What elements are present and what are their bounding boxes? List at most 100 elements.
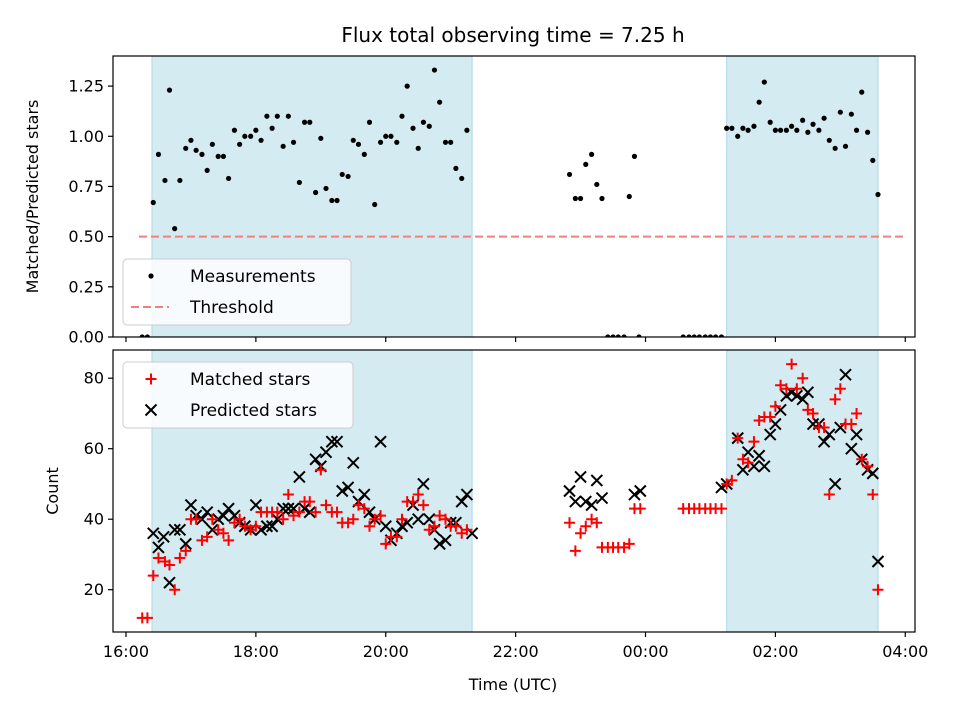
measurement-point — [162, 177, 168, 184]
matched-star-point — [623, 538, 635, 550]
matched-star-point — [315, 464, 327, 476]
measurement-point — [290, 139, 297, 145]
measurement-point — [756, 99, 762, 105]
bottom-panel: 20 40 60 80 16:00 18:00 20:00 22:00 00:00 02:00 04… — [43, 349, 928, 661]
measurement-point — [805, 129, 811, 135]
bottom-y-tick-label: 20 — [84, 580, 104, 599]
matched-star-point — [726, 474, 738, 486]
top-legend: Measurements Threshold — [122, 258, 352, 326]
matched-star-point — [732, 432, 744, 444]
predicted-star-point — [168, 523, 181, 536]
measurement-point — [377, 139, 384, 145]
measurement-point — [599, 195, 605, 202]
matched-star-point — [564, 517, 576, 529]
matched-star-point — [141, 612, 153, 624]
measurement-point — [842, 143, 849, 149]
measurement-point — [772, 127, 778, 133]
measurement-point — [301, 119, 308, 125]
matched-star-point — [867, 489, 879, 501]
matched-star-point — [791, 383, 803, 395]
matched-star-point — [823, 489, 835, 501]
matched-star-point — [152, 552, 164, 564]
matched-star-point — [369, 513, 381, 525]
top-shaded-interval-2 — [726, 55, 879, 338]
measurement-point — [615, 334, 621, 337]
matched-star-point — [169, 584, 181, 596]
measurement-point — [264, 113, 270, 119]
matched-star-point — [282, 489, 294, 501]
predicted-star-point — [271, 512, 284, 526]
predicted-star-point — [741, 446, 755, 459]
measurement-point — [605, 334, 611, 337]
x-tick-label: 02:00 — [752, 642, 798, 661]
matched-star-point — [375, 510, 387, 522]
predicted-star-point — [358, 488, 371, 501]
matched-star-point — [439, 513, 451, 525]
predicted-star-point — [330, 435, 344, 448]
predicted-star-point — [379, 520, 392, 533]
predicted-star-point — [200, 505, 214, 519]
measurement-point — [372, 201, 378, 208]
predicted-star-point — [217, 509, 230, 522]
measurement-point — [751, 123, 757, 129]
predicted-star-point — [823, 428, 836, 441]
bottom-y-tick-label: 80 — [84, 369, 104, 388]
measurement-point — [258, 137, 264, 143]
predicted-star-point — [752, 449, 766, 462]
matched-star-point — [851, 407, 863, 419]
matched-star-point — [320, 499, 332, 511]
matched-star-point — [293, 506, 305, 518]
top-panel: 0.00 0.25 0.50 0.75 1.00 1.25 Matched/Predicte… — [23, 55, 916, 347]
measurement-point — [696, 334, 703, 337]
matched-star-point — [352, 499, 364, 511]
matched-star-point — [862, 460, 874, 472]
predicted-star-point — [195, 512, 209, 526]
measurement-point — [307, 119, 313, 125]
predicted-star-point — [206, 523, 219, 536]
chart-title: Flux total observing time = 7.25 h — [341, 23, 684, 47]
predicted-star-point — [260, 520, 274, 533]
measurement-point — [274, 113, 280, 119]
matched-star-point — [450, 520, 462, 532]
measurement-point — [420, 119, 427, 125]
measurement-point — [832, 145, 838, 151]
predicted-star-point — [309, 453, 322, 466]
measurement-point — [789, 123, 795, 129]
predicted-star-point — [439, 534, 452, 547]
matched-star-point — [575, 527, 587, 539]
predicted-star-point — [866, 467, 879, 480]
predicted-star-point — [590, 474, 604, 487]
measurement-point — [442, 139, 449, 145]
matched-star-point — [190, 513, 202, 525]
matched-star-point — [396, 513, 408, 525]
matched-star-point — [304, 496, 316, 508]
measurement-point — [410, 125, 416, 131]
measurement-point — [810, 121, 816, 127]
measurement-point — [707, 334, 714, 337]
measurement-point — [415, 145, 421, 151]
measurement-point — [729, 125, 735, 131]
predicted-star-point — [303, 505, 316, 519]
matched-star-point — [223, 534, 235, 546]
measurement-point — [188, 137, 194, 143]
predicted-star-point — [282, 502, 295, 515]
measurement-point — [800, 117, 806, 123]
predicted-star-point — [412, 512, 425, 526]
bottom-y-tick-label: 40 — [84, 510, 104, 529]
measurement-point — [594, 181, 600, 188]
measurement-point — [144, 334, 151, 337]
predicted-star-point — [595, 491, 609, 505]
measurement-point — [220, 153, 226, 159]
measurement-point — [589, 151, 595, 157]
bottom-legend-label: Predicted stars — [190, 401, 317, 421]
measurement-point — [388, 133, 394, 139]
predicted-star-point — [769, 417, 782, 431]
predicted-star-point — [347, 456, 360, 470]
measurement-point — [680, 334, 686, 337]
top-y-tick-label: 1.25 — [68, 77, 104, 96]
measurement-point — [583, 161, 589, 167]
matched-star-point — [288, 510, 300, 522]
measurement-point — [225, 175, 232, 182]
matched-star-point — [417, 499, 429, 511]
